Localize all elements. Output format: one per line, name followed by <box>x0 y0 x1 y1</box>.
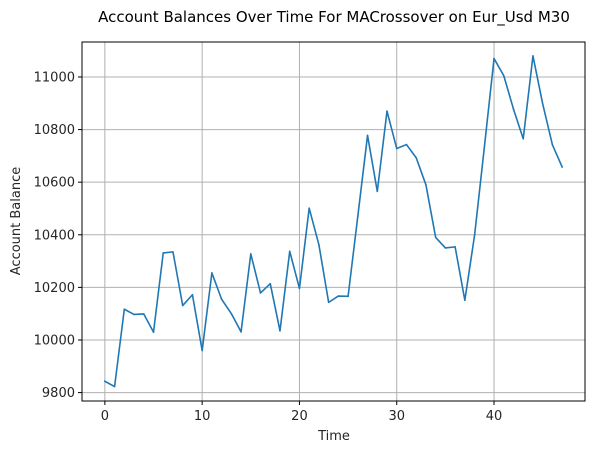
x-tick-label: 0 <box>101 409 109 424</box>
data-point <box>395 147 398 150</box>
data-point <box>250 253 252 255</box>
data-point <box>541 103 544 105</box>
data-point <box>162 252 165 254</box>
data-point <box>152 331 155 333</box>
data-point <box>133 313 135 316</box>
data-point <box>473 234 476 237</box>
series-layer <box>103 55 564 388</box>
data-point <box>230 312 233 315</box>
y-tick-label: 11000 <box>34 70 75 85</box>
x-axis-label: Time <box>317 429 350 444</box>
data-point <box>376 190 379 193</box>
data-point <box>201 349 203 352</box>
data-point <box>279 329 281 332</box>
data-point <box>483 146 486 149</box>
data-point <box>386 110 388 112</box>
y-tick-label: 10600 <box>34 176 75 191</box>
data-point <box>104 380 106 383</box>
x-tick-label: 40 <box>486 409 503 424</box>
data-point <box>532 55 534 57</box>
data-point <box>464 299 466 302</box>
data-point <box>308 207 310 210</box>
data-point <box>269 282 272 285</box>
data-point <box>337 295 340 297</box>
x-axis: 0 10 20 30 40 <box>101 401 503 424</box>
y-tick-label: 10800 <box>34 123 75 138</box>
chart-title: Account Balances Over Time For MACrossov… <box>98 8 570 27</box>
x-tick-label: 30 <box>388 409 405 424</box>
data-point <box>288 250 291 253</box>
data-point <box>327 301 330 304</box>
series-line <box>103 55 564 388</box>
y-tick-label: 10000 <box>34 333 75 348</box>
data-point <box>113 385 116 388</box>
data-point <box>347 295 349 298</box>
data-point <box>512 108 515 110</box>
data-point <box>298 287 301 290</box>
data-point <box>561 166 563 168</box>
x-tick-label: 10 <box>194 409 211 424</box>
data-point <box>211 272 213 274</box>
data-point <box>405 143 408 146</box>
data-point <box>220 298 223 301</box>
y-tick-label: 10400 <box>34 228 75 243</box>
data-point <box>123 308 126 311</box>
data-point <box>551 144 554 146</box>
data-point <box>181 304 184 307</box>
data-point <box>502 74 505 77</box>
data-point <box>240 331 242 333</box>
data-point <box>366 134 369 137</box>
data-point <box>434 236 437 239</box>
data-point <box>454 246 456 248</box>
y-tick-label: 10200 <box>34 281 75 296</box>
y-axis: 9800 10000 10200 10400 10600 10800 11000 <box>34 70 82 401</box>
data-point <box>522 137 525 140</box>
data-point <box>191 293 194 296</box>
grid <box>82 42 585 401</box>
data-point <box>357 215 359 217</box>
data-point <box>172 251 174 253</box>
y-axis-label: Account Balance <box>9 167 24 275</box>
plot-area-frame <box>81 41 586 402</box>
y-tick-label: 9800 <box>42 386 75 401</box>
data-point <box>259 292 262 294</box>
data-point <box>142 313 145 315</box>
data-point <box>318 243 320 246</box>
data-point <box>425 184 427 186</box>
x-tick-label: 20 <box>291 409 308 424</box>
data-point <box>415 156 417 159</box>
data-point <box>493 57 495 60</box>
data-point <box>444 247 447 249</box>
